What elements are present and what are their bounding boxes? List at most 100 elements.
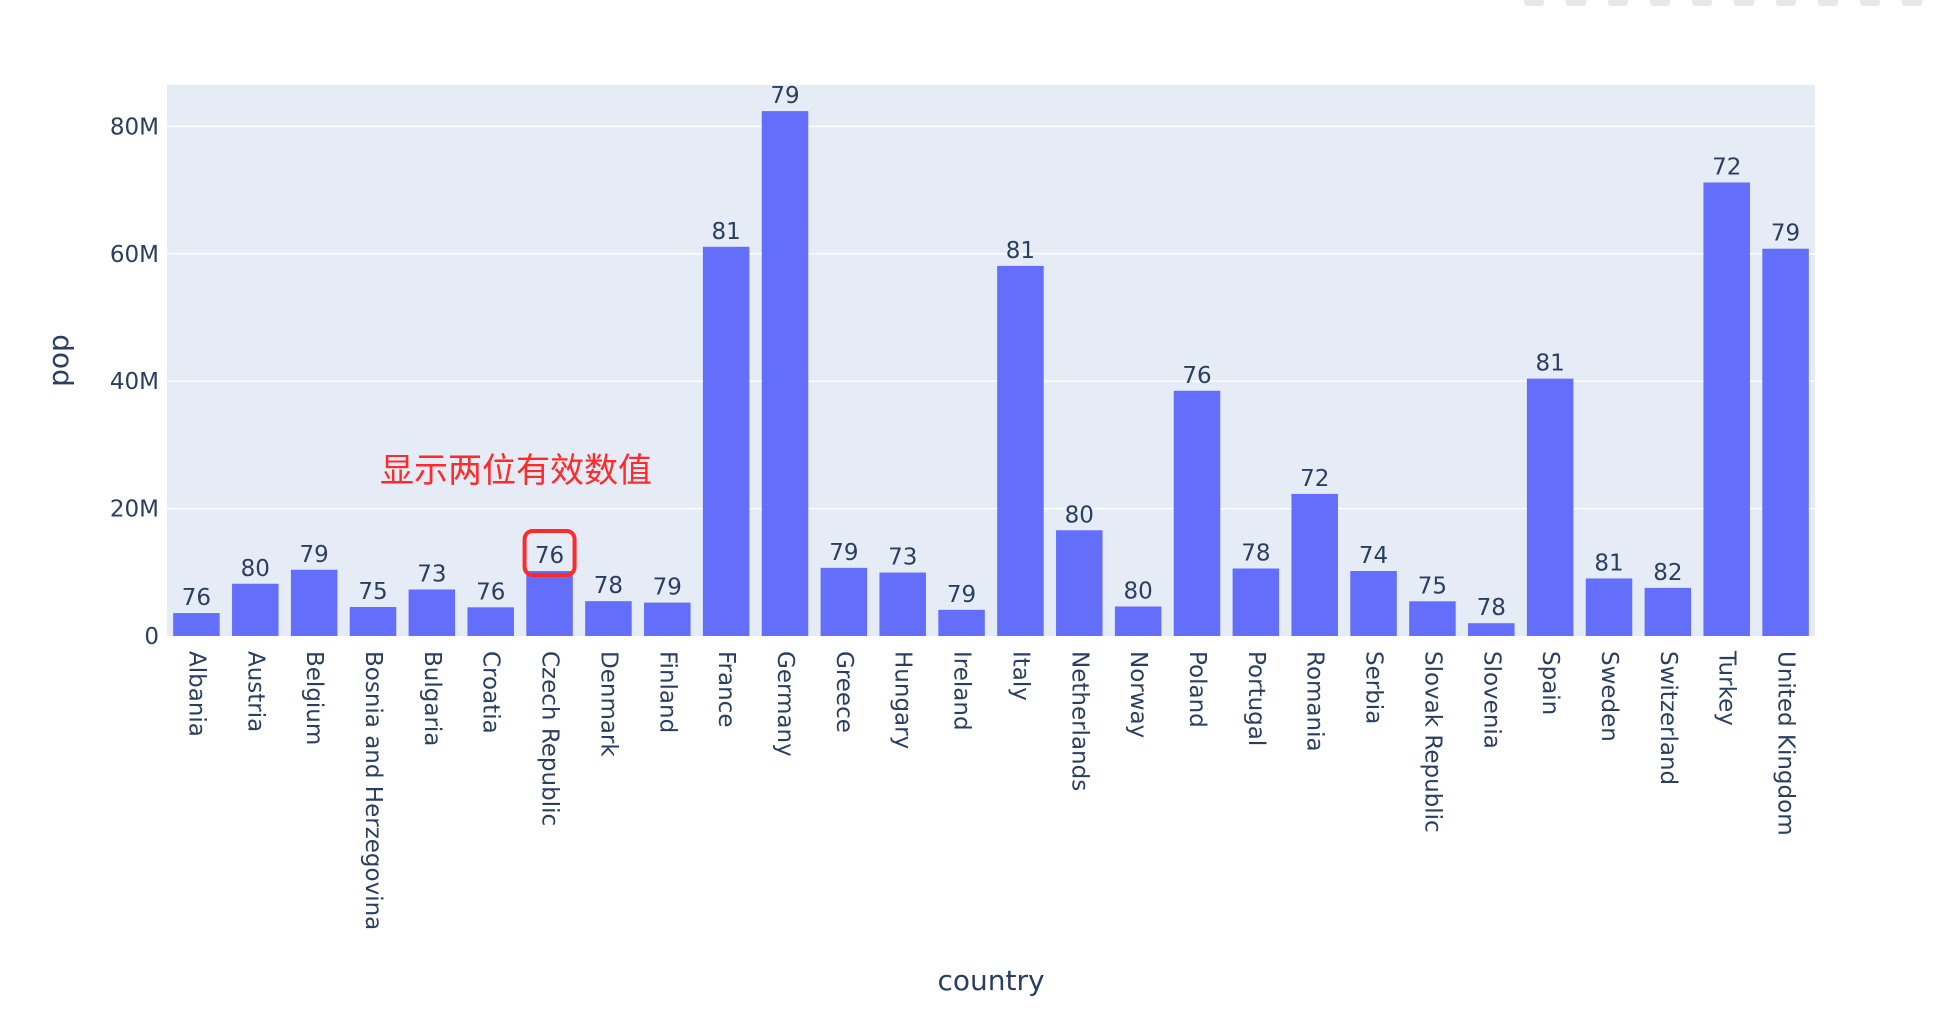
bar-spain[interactable] [1526, 378, 1574, 636]
bar-value-label: 78 [1241, 540, 1270, 566]
bar-slovak-republic[interactable] [1409, 601, 1456, 636]
bar-finland[interactable] [644, 602, 691, 636]
bar-croatia[interactable] [467, 607, 514, 636]
bar-germany[interactable] [761, 111, 809, 636]
y-axis-ticks: 0 20M 40M 60M 80M [110, 114, 159, 650]
bar-norway[interactable] [1114, 606, 1162, 636]
bar-value-label: 79 [947, 582, 976, 608]
x-tick-label: Hungary [890, 651, 916, 749]
x-tick-label: Ireland [949, 651, 975, 731]
bar-value-label: 81 [712, 219, 741, 245]
bar-netherlands[interactable] [1056, 530, 1103, 636]
x-tick-label: Poland [1184, 651, 1210, 728]
bar-value-label: 73 [888, 545, 917, 571]
x-tick-label: United Kingdom [1773, 651, 1799, 836]
bar-slovenia[interactable] [1468, 623, 1515, 636]
x-tick-label: Bulgaria [419, 651, 445, 746]
bar-value-label: 80 [1124, 579, 1153, 605]
plotly-logo-icon[interactable] [1902, 0, 1922, 6]
bar-denmark[interactable] [585, 601, 632, 636]
bar-bulgaria[interactable] [408, 589, 456, 636]
bar-value-label: 76 [1182, 363, 1211, 389]
bar-czech-republic[interactable] [526, 571, 573, 636]
bar-value-label: 76 [476, 579, 505, 605]
bar-italy[interactable] [997, 265, 1044, 636]
x-tick-label: Serbia [1361, 651, 1387, 724]
x-tick-label: Greece [831, 651, 857, 733]
bar-value-label: 79 [1771, 221, 1800, 247]
reset-axes-icon[interactable] [1860, 0, 1880, 6]
bar-romania[interactable] [1291, 493, 1338, 636]
bar-value-label: 81 [1594, 550, 1623, 576]
bar-value-label: 79 [653, 575, 682, 601]
x-tick-label: Albania [183, 651, 209, 737]
bar-switzerland[interactable] [1644, 587, 1692, 636]
zoom-out-icon[interactable] [1776, 0, 1796, 6]
x-tick-label: Switzerland [1655, 651, 1681, 785]
x-axis-title: country [937, 964, 1044, 997]
x-tick-label: Sweden [1596, 651, 1622, 742]
annotation-highlight-box [522, 529, 577, 578]
bar-turkey[interactable] [1703, 182, 1750, 636]
bar-value-label: 72 [1712, 154, 1741, 180]
lasso-icon[interactable] [1692, 0, 1712, 6]
x-tick-label: Italy [1007, 651, 1033, 701]
bar-portugal[interactable] [1232, 568, 1280, 636]
bar-albania[interactable] [173, 613, 220, 636]
x-tick-label: Germany [772, 651, 798, 757]
autoscale-icon[interactable] [1818, 0, 1838, 6]
x-tick-label: Netherlands [1066, 651, 1092, 791]
bar-austria[interactable] [232, 583, 279, 636]
bar-united-kingdom[interactable] [1762, 248, 1809, 636]
bar-value-label: 74 [1359, 543, 1388, 569]
bar-value-label: 79 [829, 540, 858, 566]
bar-value-label: 76 [535, 543, 564, 569]
bar-ireland[interactable] [938, 609, 985, 636]
x-axis-ticks: Albania Austria Belgium Bosnia and Herzegov… [183, 650, 1798, 930]
bar-greece[interactable] [820, 567, 868, 636]
camera-icon[interactable] [1524, 0, 1544, 6]
x-tick-label: Czech Republic [537, 651, 563, 826]
bar-serbia[interactable] [1350, 571, 1397, 636]
bar-value-label: 73 [417, 561, 446, 587]
zoom-icon[interactable] [1566, 0, 1586, 6]
bar-value-label: 80 [1065, 502, 1094, 528]
x-tick-label: Portugal [1243, 651, 1269, 746]
y-tick-label: 60M [110, 242, 159, 268]
x-tick-label: Belgium [301, 651, 327, 745]
bar-labels: 76 80 79 75 73 76 76 78 79 81 79 79 73 79 81 80 80 76 78 72… [182, 83, 1800, 621]
bar-france[interactable] [702, 246, 750, 636]
x-tick-label: Denmark [595, 651, 621, 757]
zoom-in-icon[interactable] [1734, 0, 1754, 6]
bar-sweden[interactable] [1585, 578, 1633, 636]
x-tick-label: Bosnia and Herzegovina [360, 651, 386, 930]
bar-value-label: 80 [241, 556, 270, 582]
bar-poland[interactable] [1173, 390, 1221, 636]
bar-value-label: 78 [1477, 595, 1506, 621]
bar-bosnia-and-herzegovina[interactable] [349, 607, 397, 636]
bar-value-label: 79 [770, 83, 799, 109]
y-tick-label: 40M [110, 369, 159, 395]
bars [173, 111, 1809, 636]
x-tick-label: Finland [654, 651, 680, 733]
bar-value-label: 76 [182, 585, 211, 611]
bar-value-label: 75 [1418, 573, 1447, 599]
pan-icon[interactable] [1608, 0, 1628, 6]
bar-value-label: 81 [1006, 238, 1035, 264]
bar-value-label: 79 [300, 542, 329, 568]
x-tick-label: Norway [1125, 651, 1151, 738]
bar-value-label: 75 [358, 579, 387, 605]
x-tick-label: Spain [1537, 651, 1563, 715]
bar-belgium[interactable] [290, 569, 338, 636]
y-tick-label: 0 [144, 624, 159, 650]
x-tick-label: France [713, 651, 739, 727]
box-select-icon[interactable] [1650, 0, 1670, 6]
y-tick-label: 80M [110, 114, 159, 140]
modebar[interactable] [1524, 0, 1922, 8]
bar-hungary[interactable] [879, 572, 926, 636]
bar-value-label: 82 [1653, 560, 1682, 586]
x-tick-label: Austria [242, 651, 268, 732]
x-tick-label: Romania [1302, 651, 1328, 752]
